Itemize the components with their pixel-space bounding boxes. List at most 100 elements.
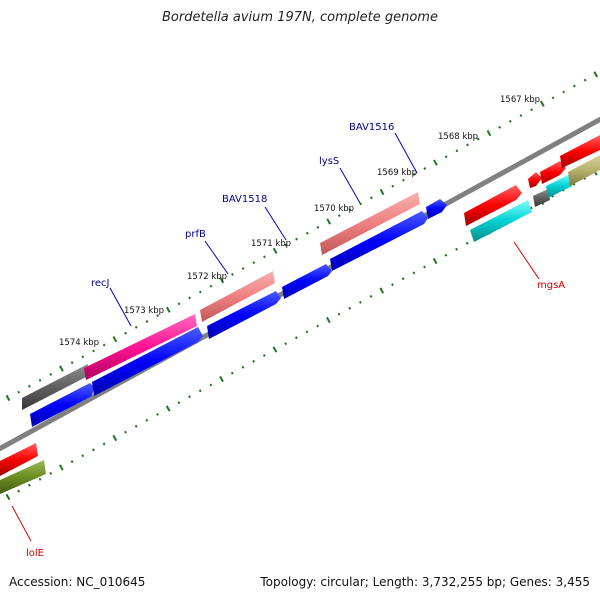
- gene-bar-red-right-2[interactable]: [540, 161, 566, 184]
- scale-major-tick: [540, 100, 545, 107]
- gene-bar-red-right-3[interactable]: [560, 135, 600, 168]
- accession-text: Accession: NC_010645: [9, 575, 146, 589]
- gene-label-BAV1518[interactable]: BAV1518: [222, 194, 267, 205]
- scale-minor-tick: [455, 247, 458, 251]
- gene-bar-khaki-right[interactable]: [568, 155, 600, 186]
- scale-minor-tick: [145, 418, 149, 422]
- gene-label-prfB[interactable]: prfB: [185, 229, 206, 240]
- callout-line-lolE: [11, 505, 32, 542]
- scale-major-tick: [486, 130, 492, 137]
- gene-bar-prfB[interactable]: [200, 271, 275, 322]
- scale-minor-tick: [134, 325, 138, 329]
- kbp-label-1570: 1570 kbp: [314, 204, 354, 214]
- scale-minor-tick: [530, 108, 534, 112]
- scale-minor-tick: [423, 167, 427, 170]
- gene-label-recJ[interactable]: recJ: [91, 278, 110, 289]
- scale-minor-tick: [529, 206, 533, 210]
- scale-major-tick: [326, 316, 331, 324]
- scale-minor-tick: [49, 372, 53, 376]
- right-cluster-genes: [464, 135, 600, 242]
- callout-line-recJ: [109, 287, 132, 327]
- scale-minor-tick: [263, 255, 266, 259]
- scale-major-tick: [433, 159, 438, 166]
- scale-minor-tick: [17, 390, 21, 394]
- scale-minor-tick: [156, 314, 159, 318]
- scale-minor-tick: [573, 84, 576, 88]
- upper-strand-genes: [22, 192, 420, 410]
- gene-label-mgsA[interactable]: mgsA: [537, 280, 565, 291]
- scale-major-tick: [379, 188, 385, 196]
- scale-minor-tick: [583, 78, 587, 82]
- scale-minor-tick: [284, 342, 288, 346]
- scale-minor-tick: [337, 214, 341, 217]
- scale-minor-tick: [412, 271, 416, 275]
- scale-minor-tick: [177, 302, 181, 306]
- gene-bar-lysS[interactable]: [320, 192, 420, 255]
- callout-line-BAV1518: [264, 206, 287, 241]
- scale-minor-tick: [102, 442, 106, 446]
- scale-minor-tick: [444, 155, 448, 159]
- scale-minor-tick: [444, 253, 448, 257]
- scale-major-tick: [432, 257, 438, 265]
- scale-minor-tick: [188, 296, 192, 300]
- callout-line-lysS: [339, 167, 361, 204]
- gene-arrow-lysS-adjacent[interactable]: [330, 211, 428, 271]
- scale-major-tick: [5, 493, 11, 501]
- gene-arrow-BAV1516[interactable]: [426, 199, 447, 219]
- gene-bar-mgsA[interactable]: [470, 200, 532, 242]
- scale-minor-tick: [294, 336, 298, 340]
- scale-minor-tick: [70, 460, 74, 464]
- scale-minor-tick: [92, 448, 95, 452]
- gene-bar-grey-right[interactable]: [533, 189, 550, 207]
- scale-minor-tick: [102, 343, 106, 347]
- gene-label-BAV1516[interactable]: BAV1516: [349, 122, 394, 133]
- gene-bar-recJ[interactable]: [84, 314, 197, 380]
- scale-minor-tick: [519, 114, 523, 118]
- gene-label-lolE[interactable]: lolE: [26, 548, 44, 559]
- scale-minor-tick: [284, 243, 288, 247]
- scale-minor-tick: [348, 208, 352, 212]
- scale-minor-tick: [562, 90, 566, 94]
- scale-minor-tick: [230, 371, 234, 375]
- scale-minor-tick: [241, 365, 245, 369]
- gene-bar-grey-upper[interactable]: [22, 364, 88, 410]
- scale-minor-tick: [177, 401, 181, 405]
- scale-minor-tick: [402, 178, 405, 182]
- kbp-label-1569: 1569 kbp: [377, 168, 417, 178]
- gene-arrow-BAV1518[interactable]: [282, 264, 332, 299]
- scale-minor-tick: [252, 261, 256, 265]
- scale-minor-tick: [198, 290, 202, 294]
- gene-bar-red-right-1[interactable]: [464, 185, 522, 226]
- gene-arrow-prfB-adjacent[interactable]: [207, 291, 281, 339]
- scale-minor-tick: [295, 237, 298, 241]
- gene-bar-lolE[interactable]: [0, 460, 46, 494]
- gene-label-lysS[interactable]: lysS: [319, 156, 339, 167]
- kbp-label-1571: 1571 kbp: [251, 239, 291, 249]
- kbp-label-1567: 1567 kbp: [500, 95, 540, 105]
- scale-minor-tick: [391, 283, 394, 287]
- scale-minor-tick: [27, 483, 31, 487]
- scale-minor-tick: [156, 413, 159, 416]
- scale-minor-tick: [359, 202, 363, 206]
- scale-minor-tick: [498, 125, 501, 129]
- scale-minor-tick: [455, 149, 459, 153]
- map-title: Bordetella avium 197N, complete genome: [162, 10, 438, 25]
- scale-minor-tick: [252, 359, 256, 363]
- scale-minor-tick: [124, 430, 127, 434]
- scale-minor-tick: [466, 143, 469, 147]
- scale-major-tick: [112, 336, 118, 343]
- scale-minor-tick: [423, 265, 426, 269]
- gene-arrow-red-small[interactable]: [528, 172, 542, 188]
- gene-arrow-recJ-adjacent[interactable]: [92, 327, 203, 396]
- scale-major-tick: [326, 218, 331, 225]
- gene-bar-cyan-right[interactable]: [546, 174, 572, 198]
- scale-minor-tick: [38, 477, 42, 481]
- scale-major-tick: [59, 464, 64, 471]
- scale-minor-tick: [316, 225, 320, 229]
- scale-minor-tick: [38, 378, 42, 382]
- gene-arrow-blue-1[interactable]: [30, 383, 94, 427]
- scale-major-tick: [5, 394, 11, 402]
- forward-strand-genes: [30, 199, 447, 427]
- scale-major-tick: [219, 375, 224, 383]
- gene-bar-red-left[interactable]: [0, 443, 38, 476]
